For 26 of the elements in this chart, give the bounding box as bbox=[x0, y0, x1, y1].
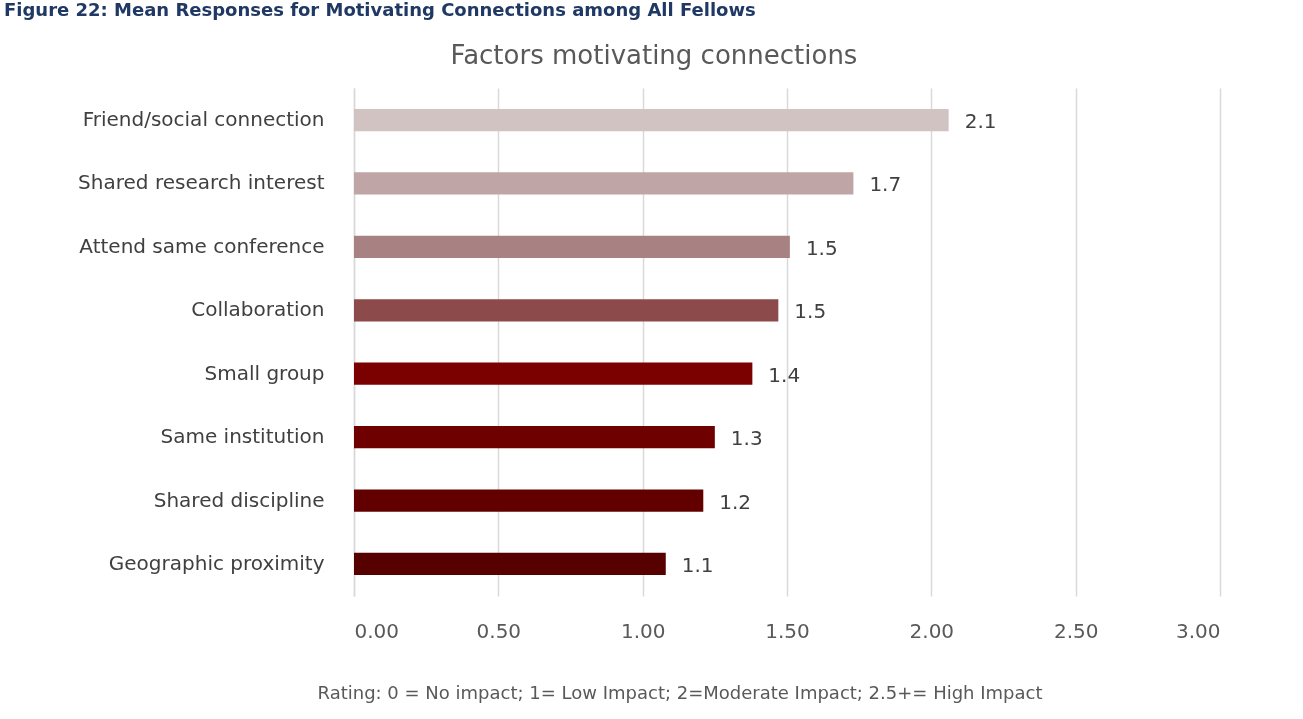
x-tick-label: 2.50 bbox=[1053, 618, 1099, 643]
data-label: 1.7 bbox=[869, 172, 902, 197]
y-tick-label: Attend same conference bbox=[79, 233, 325, 258]
x-tick-label: 2.00 bbox=[909, 618, 955, 643]
y-tick-label: Geographic proximity bbox=[108, 550, 325, 575]
text: Rating: 0 = No impact; 1= Low Impact; 2=Moderate Impact; 2.5+= High Impact bbox=[317, 682, 1043, 703]
y-tick-label: Friend/social connection bbox=[82, 107, 325, 132]
y-tick-label: Shared research interest bbox=[78, 170, 325, 195]
x-tick-label: 0.50 bbox=[476, 618, 522, 643]
x-tick-label: 1.00 bbox=[620, 618, 666, 643]
caption: Figure 22: Mean Responses for Motivating Connections among All Fellows bbox=[4, 0, 756, 20]
data-label: 1.2 bbox=[719, 489, 752, 514]
data-label: 1.4 bbox=[768, 362, 801, 387]
data-label: 1.3 bbox=[730, 426, 763, 451]
x-tick-label: 1.50 bbox=[765, 618, 810, 643]
y-tick-label: Shared discipline bbox=[153, 487, 325, 512]
data-label: 1.5 bbox=[794, 299, 827, 324]
y-tick-label: Collaboration bbox=[191, 297, 325, 322]
data-label: 1.1 bbox=[681, 552, 714, 577]
y-tick-label: Same institution bbox=[160, 424, 325, 449]
data-label: 1.5 bbox=[805, 235, 838, 260]
x-tick-label: 0.00 bbox=[354, 618, 400, 643]
chart-title: Factors motivating connections bbox=[450, 40, 858, 70]
data-label: 2.1 bbox=[964, 109, 997, 134]
y-tick-label: Small group bbox=[204, 360, 325, 385]
x-tick-label: 3.00 bbox=[1175, 618, 1221, 643]
